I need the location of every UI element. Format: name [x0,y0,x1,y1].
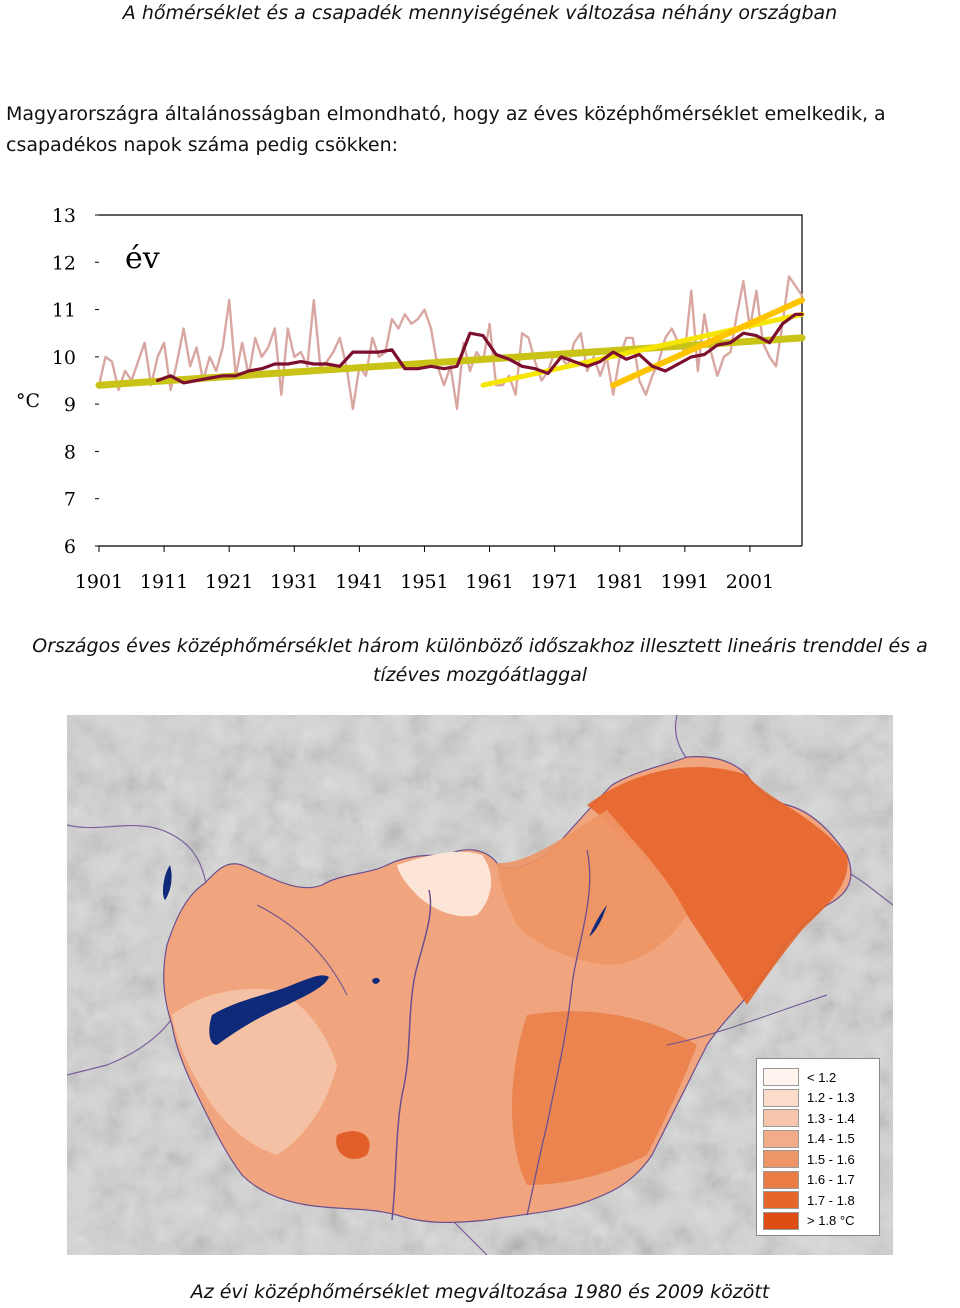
intro-line-1: Magyarországra általánosságban elmondhat… [6,103,886,125]
river [256,904,348,996]
zone-northeast [497,810,687,965]
legend-item: 1.2 - 1.3 [763,1088,873,1109]
legend-swatch [763,1211,799,1230]
zone-southeast [512,1011,697,1185]
x-tick-label: 2001 [726,571,774,593]
map-caption: Az évi középhőmérséklet megváltozása 198… [190,1281,770,1303]
series-line-moving-average [156,312,804,385]
y-tick-label: 6 [64,536,76,558]
tisza-river [526,849,591,1216]
river [666,994,828,1046]
x-tick-label: 1991 [661,571,709,593]
legend-swatch [763,1088,799,1107]
x-tick-label: 1921 [205,571,253,593]
temperature-chart-svg: 13 12 11 10 9 8 7 6 1901 1911 1921 1931 1941 1951 1961… [16,205,806,593]
legend-swatch [763,1129,799,1148]
x-tick-label: 1911 [140,571,188,593]
x-tick-label: 1941 [335,571,383,593]
zone-east [587,766,848,1005]
temperature-chart: 13 12 11 10 9 8 7 6 1901 1911 1921 1931 1941 1951 1961… [0,195,960,605]
legend-item: 1.6 - 1.7 [763,1170,873,1191]
legend-label: 1.4 - 1.5 [807,1131,855,1147]
legend-label: > 1.8 °C [807,1213,855,1229]
lake-ferto [162,865,172,900]
map-legend: < 1.2 1.2 - 1.3 1.3 - 1.4 1.4 - 1.5 1.5 - 1.… [756,1058,880,1236]
lake-tisza [589,905,607,937]
legend-swatch [763,1109,799,1128]
y-tick-label: 8 [64,441,76,463]
y-tick-label: 13 [52,205,76,227]
legend-label: 1.3 - 1.4 [807,1110,855,1126]
intro-paragraph: Magyarországra általánosságban elmondhat… [6,99,956,161]
x-tick-label: 1981 [596,571,644,593]
legend-label: 1.6 - 1.7 [807,1172,855,1188]
legend-item: 1.5 - 1.6 [763,1149,873,1170]
legend-swatch [763,1191,799,1210]
x-tick-label: 1971 [530,571,578,593]
legend-item: 1.7 - 1.8 [763,1190,873,1211]
y-tick-label: 9 [64,394,76,416]
page-title: A hőmérséklet és a csapadék mennyiségéne… [122,2,838,24]
lake-balaton [209,975,329,1045]
legend-swatch [763,1170,799,1189]
hungary-temperature-map: < 1.2 1.2 - 1.3 1.3 - 1.4 1.4 - 1.5 1.5 - 1.… [67,715,893,1255]
y-tick-label: 7 [64,489,76,511]
legend-label: 1.2 - 1.3 [807,1090,855,1106]
lake-velence [372,977,380,984]
legend-item: 1.4 - 1.5 [763,1129,873,1150]
intro-line-2: csapadékos napok száma pedig csökken: [6,134,399,156]
chart-inner-label: év [125,241,160,276]
legend-swatch [763,1150,799,1169]
y-tick-label: 12 [52,252,76,274]
danube-river [391,889,432,1221]
y-axis-label: °C [16,390,40,412]
x-tick-label: 1961 [465,571,513,593]
x-tick-label: 1931 [270,571,318,593]
plot-frame [99,214,803,546]
legend-item: 1.3 - 1.4 [763,1108,873,1129]
y-tick-label: 10 [52,347,76,369]
legend-label: 1.7 - 1.8 [807,1192,855,1208]
legend-swatch [763,1068,799,1087]
series-line-trend-recent [610,297,805,389]
x-tick-label: 1951 [400,571,448,593]
chart-caption: Országos éves középhőmérséklet három kül… [32,635,928,686]
zone-north-light [397,851,492,917]
x-tick-label: 1901 [75,571,123,593]
zone-hotspot [336,1131,370,1159]
legend-item: > 1.8 °C [763,1211,873,1232]
legend-label: 1.5 - 1.6 [807,1151,855,1167]
map-svg [67,715,893,1255]
y-tick-label: 11 [52,300,76,322]
legend-item: < 1.2 [763,1067,873,1088]
legend-label: < 1.2 [807,1069,837,1085]
